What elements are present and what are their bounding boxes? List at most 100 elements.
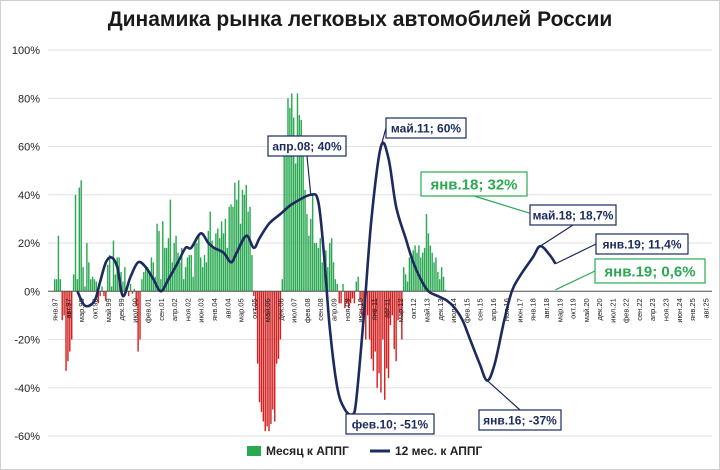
bar bbox=[253, 291, 255, 297]
bar bbox=[342, 284, 344, 292]
bar bbox=[203, 255, 206, 292]
bar bbox=[243, 194, 246, 292]
callout-apr08: апр.08; 40% bbox=[267, 135, 347, 195]
bar bbox=[194, 243, 196, 292]
x-tick-label: янв.18 bbox=[529, 298, 538, 321]
bar bbox=[72, 274, 75, 292]
x-tick-label: дек.06 bbox=[276, 298, 285, 320]
bar bbox=[353, 291, 356, 304]
bar bbox=[78, 187, 81, 292]
y-tick-label: -40% bbox=[14, 383, 40, 395]
callout-label: май.11; 60% bbox=[391, 121, 461, 135]
bar bbox=[181, 247, 183, 292]
y-tick-label: -20% bbox=[14, 335, 40, 347]
bar bbox=[336, 284, 339, 292]
bar bbox=[247, 211, 249, 292]
bar bbox=[137, 291, 139, 352]
bar bbox=[88, 262, 90, 292]
x-tick-label: сен.22 bbox=[635, 298, 644, 321]
callout-label: апр.08; 40% bbox=[272, 139, 342, 153]
bar bbox=[59, 279, 62, 292]
x-tick-label: апр.02 bbox=[170, 298, 179, 321]
bar bbox=[277, 291, 280, 359]
bar bbox=[234, 182, 236, 292]
bar bbox=[264, 291, 266, 432]
callout-box bbox=[420, 171, 528, 197]
bar bbox=[69, 291, 71, 352]
bar bbox=[141, 279, 143, 292]
bar bbox=[127, 291, 130, 297]
y-tick-label: 60% bbox=[18, 142, 40, 154]
bar bbox=[184, 267, 187, 292]
bar bbox=[186, 257, 189, 292]
callout-label: янв.19; 0,6% bbox=[604, 263, 695, 280]
callout-leader bbox=[539, 224, 574, 247]
bar bbox=[192, 276, 194, 292]
bar bbox=[230, 204, 232, 292]
bar bbox=[196, 243, 198, 292]
bar bbox=[382, 291, 384, 340]
x-tick-label: мар.98 bbox=[77, 298, 86, 322]
bar bbox=[429, 245, 431, 292]
bar bbox=[251, 255, 253, 292]
x-tick-label: янв.11 bbox=[369, 298, 378, 320]
bar bbox=[171, 262, 173, 292]
bar bbox=[304, 189, 306, 292]
bar bbox=[346, 291, 348, 304]
x-tick-label: июл.07 bbox=[290, 298, 299, 322]
bar bbox=[211, 240, 213, 292]
bar bbox=[442, 276, 445, 292]
callout-label: фев.10; -51% bbox=[352, 417, 429, 431]
bar bbox=[124, 267, 126, 292]
callout-box bbox=[478, 409, 562, 431]
bar bbox=[262, 291, 265, 422]
callout-box bbox=[594, 258, 706, 284]
x-tick-label: дек.20 bbox=[595, 298, 604, 320]
bar bbox=[143, 271, 145, 292]
bar bbox=[435, 257, 437, 292]
bar bbox=[281, 279, 284, 292]
bar bbox=[120, 271, 122, 292]
bar bbox=[249, 206, 251, 292]
bar bbox=[232, 206, 234, 292]
x-tick-label: апр.16 bbox=[489, 298, 498, 321]
callout-jan19y: янв.19; 11,4% bbox=[555, 233, 689, 265]
bar bbox=[327, 267, 329, 292]
bar bbox=[408, 257, 411, 292]
x-tick-label: июн.03 bbox=[197, 298, 206, 322]
x-tick-label: дек.13 bbox=[436, 298, 445, 320]
bar bbox=[108, 255, 111, 292]
x-tick-label: сен.08 bbox=[316, 298, 325, 321]
x-tick-label: апр.09 bbox=[330, 298, 339, 321]
bar bbox=[323, 255, 325, 292]
callout-may11: май.11; 60% bbox=[380, 117, 467, 147]
x-tick-label: мар.05 bbox=[237, 298, 246, 322]
x-tick-label: авг.97 bbox=[64, 298, 73, 318]
x-tick-label: дек.99 bbox=[117, 298, 126, 320]
x-tick-label: авг.25 bbox=[701, 298, 710, 318]
bar bbox=[61, 291, 63, 321]
bar bbox=[201, 267, 204, 292]
x-tick-label: окт.98 bbox=[90, 298, 99, 319]
bar bbox=[334, 279, 337, 292]
callout-leader bbox=[306, 155, 312, 195]
y-tick-label: 80% bbox=[18, 93, 40, 105]
bar bbox=[245, 185, 247, 292]
legend-bars-swatch bbox=[247, 446, 261, 456]
bar bbox=[273, 291, 276, 422]
bar bbox=[101, 286, 103, 292]
x-tick-label: окт.05 bbox=[250, 298, 259, 319]
bar bbox=[209, 211, 211, 292]
x-tick-label: июн.24 bbox=[675, 298, 684, 322]
bar bbox=[437, 271, 439, 292]
bar bbox=[55, 279, 58, 292]
callout-leader bbox=[555, 270, 596, 291]
bar bbox=[266, 291, 268, 427]
callout-leader bbox=[473, 195, 533, 215]
bar bbox=[404, 274, 407, 292]
bar bbox=[300, 119, 302, 292]
x-tick-label: фев.01 bbox=[144, 298, 153, 323]
bar bbox=[116, 257, 118, 292]
bar bbox=[378, 291, 380, 374]
chart-title: Динамика рынка легковых автомобилей Росс… bbox=[107, 8, 613, 31]
